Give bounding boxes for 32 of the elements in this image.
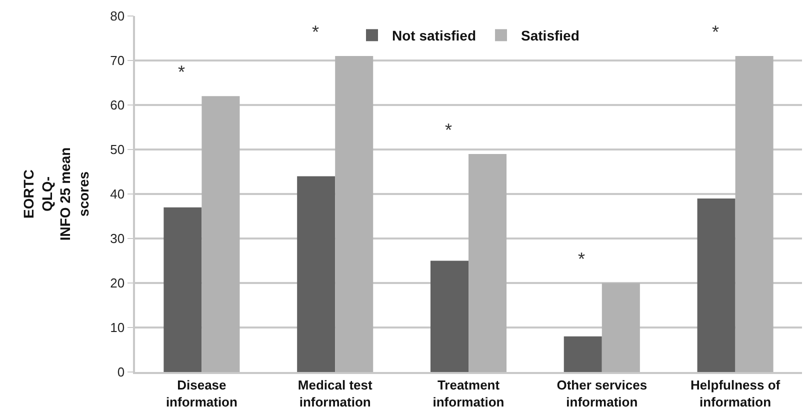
y-tick-label: 30 — [110, 231, 125, 246]
y-tick-label: 20 — [110, 276, 125, 291]
bar — [468, 154, 507, 372]
y-tick-label: 80 — [110, 8, 125, 24]
bar — [735, 56, 774, 372]
annotation: * — [178, 62, 186, 82]
y-tick-label: 70 — [110, 53, 125, 68]
x-tick-label: Disease information — [166, 377, 238, 410]
x-tick-label: Treatment information — [432, 377, 504, 410]
x-tick-label: Helpfulness of information — [690, 377, 781, 410]
y-tick-label: 0 — [117, 364, 125, 380]
y-tick-label: 50 — [110, 142, 125, 158]
x-tick-label: Medical test information — [298, 377, 373, 410]
annotation: * — [712, 22, 720, 42]
bar — [430, 260, 468, 372]
bar — [564, 336, 602, 372]
annotation: * — [312, 22, 320, 42]
annotation: * — [578, 249, 586, 269]
y-tick-label: 10 — [110, 320, 125, 336]
legend-label: Not satisfied — [392, 28, 476, 44]
y-tick-label: 60 — [110, 98, 125, 113]
annotation: * — [445, 120, 452, 140]
y-axis-title: EORTC QLQ- INFO 25 mean scores — [20, 147, 92, 241]
bar — [602, 283, 640, 372]
bar — [697, 198, 736, 372]
legend-label: Satisfied — [521, 28, 580, 44]
bar — [164, 207, 202, 372]
x-tick-label: Other services information — [556, 377, 648, 410]
bar — [202, 96, 240, 372]
y-tick-label: 40 — [110, 186, 125, 202]
bar — [335, 56, 374, 372]
bar — [297, 176, 336, 372]
